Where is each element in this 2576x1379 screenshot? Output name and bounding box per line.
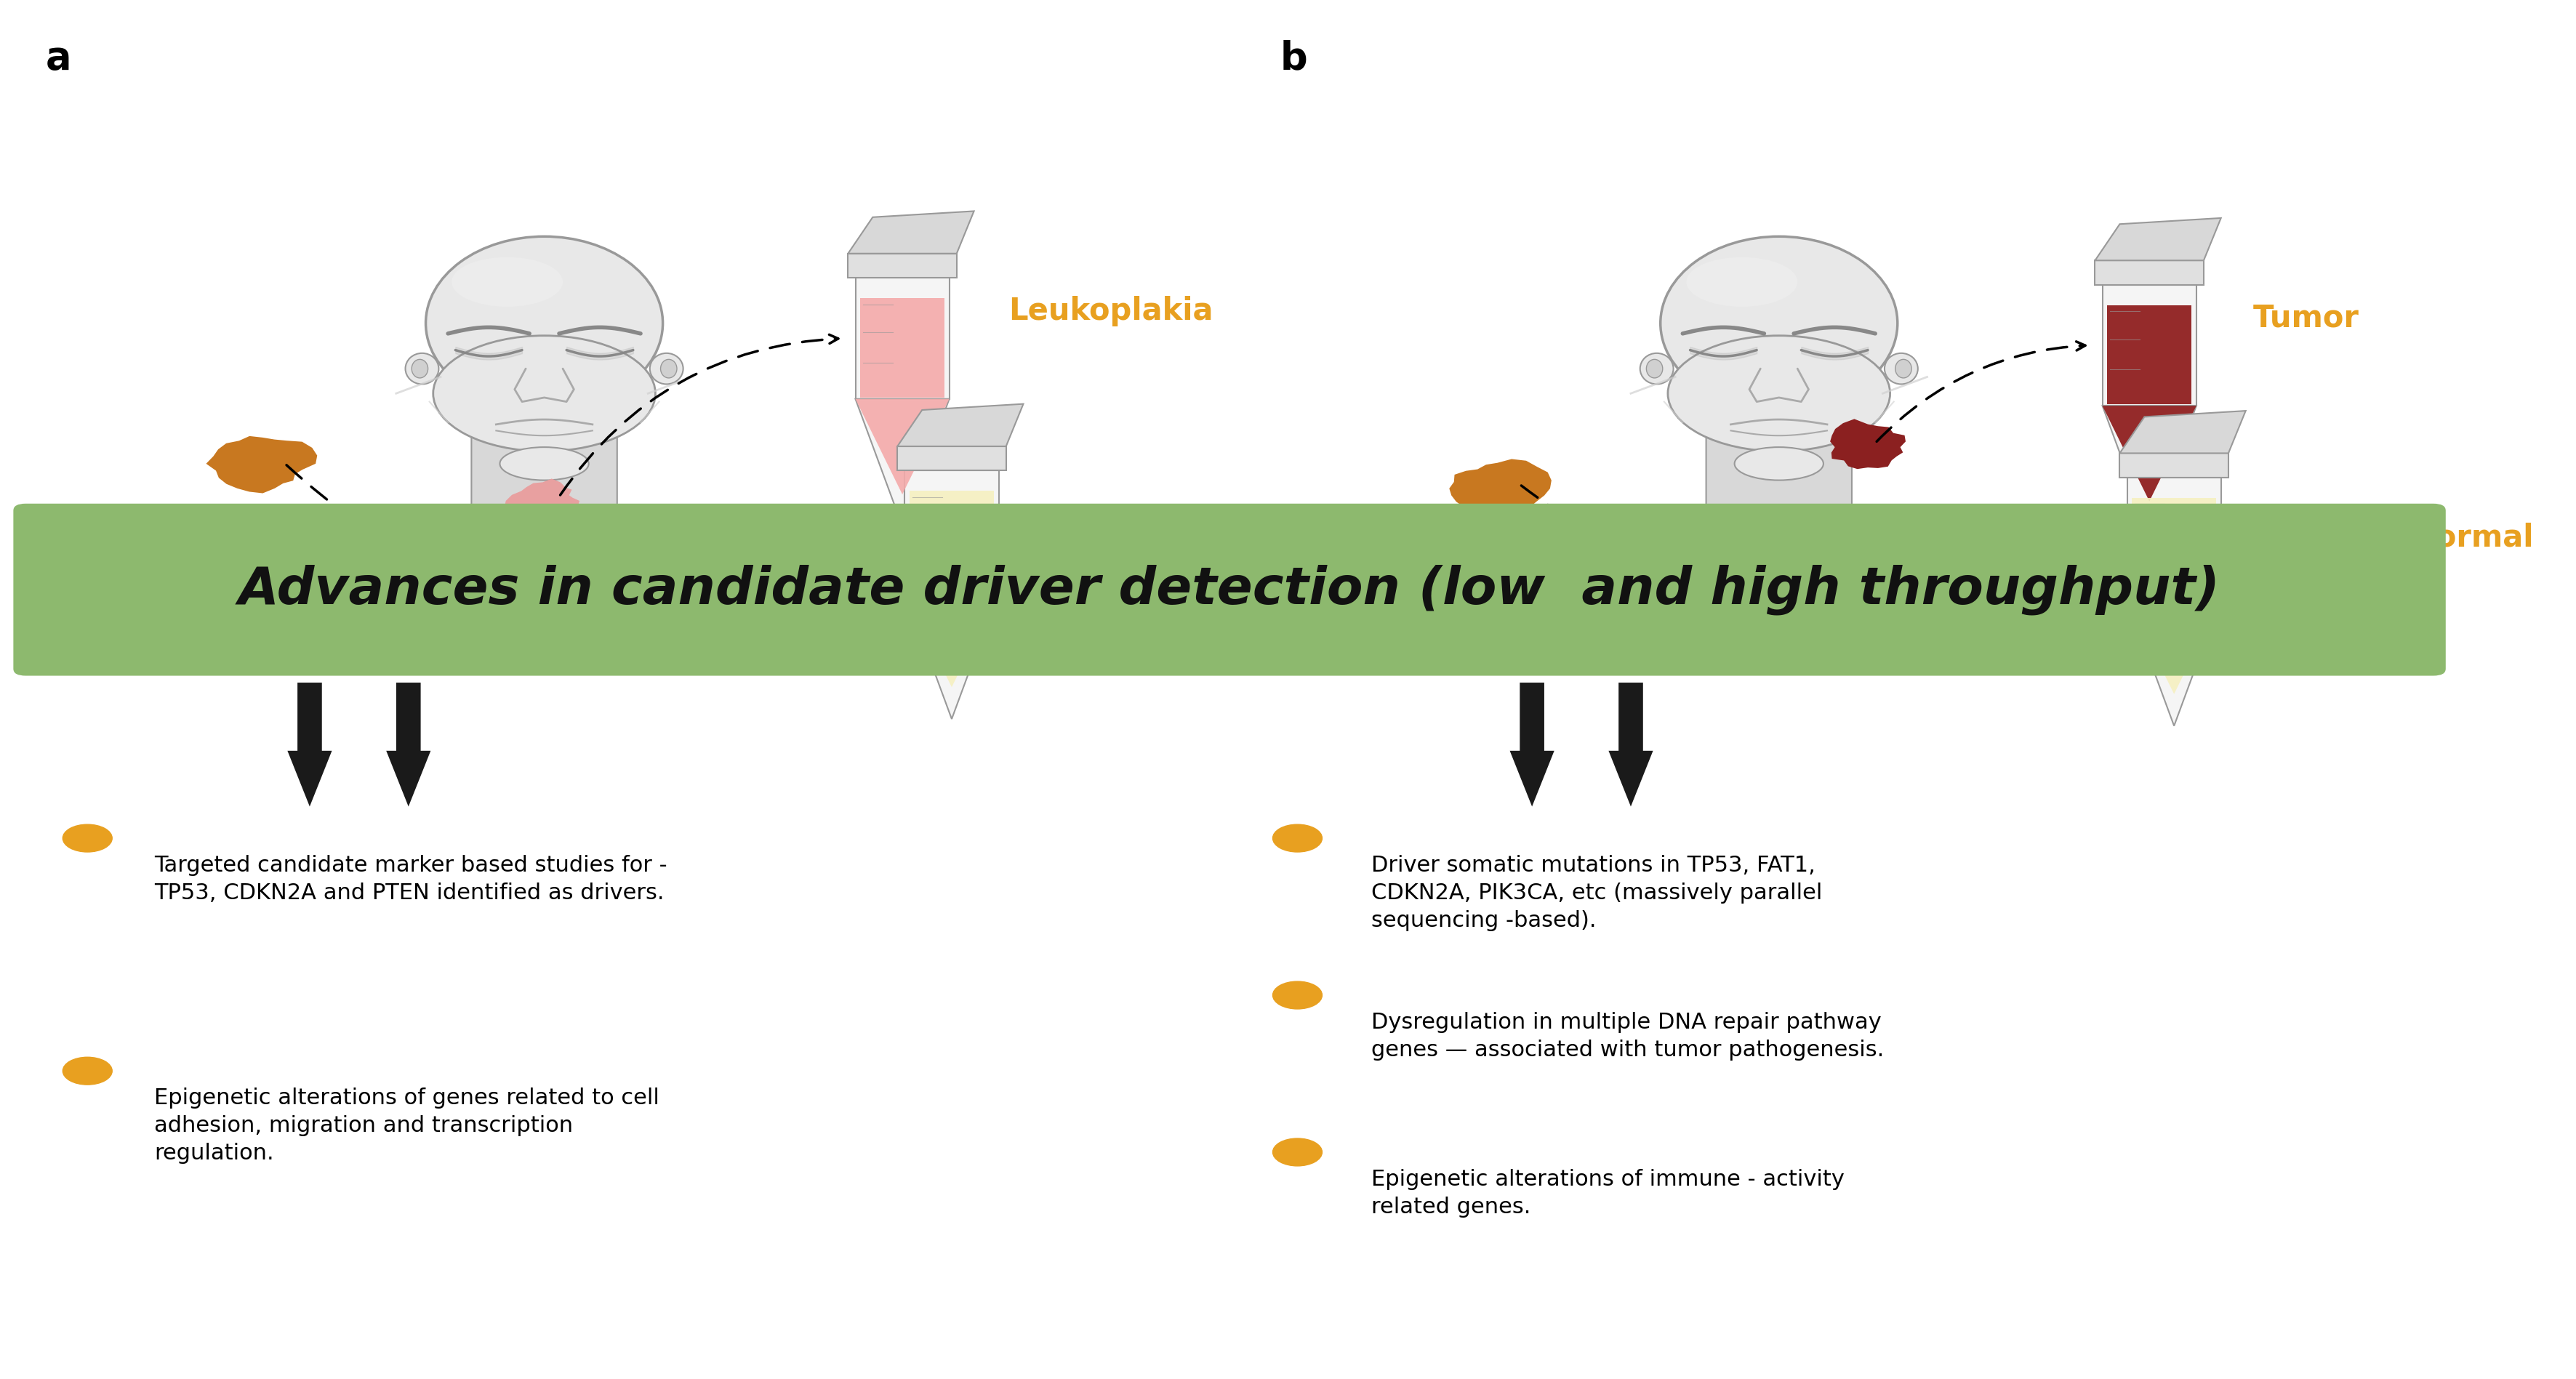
FancyBboxPatch shape [2107,305,2192,404]
Ellipse shape [425,236,662,410]
Text: a: a [46,40,72,77]
Polygon shape [289,683,332,807]
Polygon shape [1607,683,1654,807]
Ellipse shape [412,360,428,378]
Polygon shape [2128,598,2221,725]
Polygon shape [848,211,974,254]
Polygon shape [2120,411,2246,454]
Polygon shape [386,683,430,807]
Polygon shape [904,592,999,718]
Text: Advances in candidate driver detection (low  and high throughput): Advances in candidate driver detection (… [240,564,2221,615]
FancyBboxPatch shape [2102,284,2197,405]
FancyBboxPatch shape [2133,498,2215,597]
Circle shape [1273,1139,1321,1165]
Text: Epigenetic alterations of genes related to cell
adhesion, migration and transcri: Epigenetic alterations of genes related … [155,1088,659,1164]
Text: Adjacent normal: Adjacent normal [1010,516,1288,546]
Circle shape [1273,982,1321,1009]
Polygon shape [855,399,948,527]
Text: b: b [1280,40,1309,77]
Polygon shape [904,592,999,687]
Ellipse shape [1896,360,1911,378]
FancyBboxPatch shape [2094,261,2202,284]
Ellipse shape [451,256,562,306]
FancyBboxPatch shape [855,277,948,399]
FancyBboxPatch shape [909,491,994,590]
FancyBboxPatch shape [904,470,999,592]
FancyBboxPatch shape [13,503,2445,676]
Polygon shape [1450,459,1551,519]
Text: Tumor: Tumor [2254,302,2360,332]
Text: Targeted candidate marker based studies for -
TP53, CDKN2A and PTEN identified a: Targeted candidate marker based studies … [155,855,667,903]
Circle shape [62,825,113,852]
Circle shape [62,1058,113,1085]
FancyBboxPatch shape [848,254,956,277]
FancyBboxPatch shape [1705,408,1852,527]
Polygon shape [1409,505,2148,600]
Ellipse shape [1667,335,1891,451]
Ellipse shape [433,335,654,451]
Ellipse shape [1662,236,1899,410]
Text: Driver somatic mutations in TP53, FAT1,
CDKN2A, PIK3CA, etc (massively parallel
: Driver somatic mutations in TP53, FAT1, … [1370,855,1824,931]
Ellipse shape [1734,447,1824,480]
Polygon shape [206,436,317,494]
Ellipse shape [649,353,683,385]
Text: Leukoplakia: Leukoplakia [1010,295,1213,325]
FancyBboxPatch shape [860,298,945,397]
Ellipse shape [500,447,590,480]
Text: Epigenetic alterations of immune - activity
related genes.: Epigenetic alterations of immune - activ… [1370,1168,1844,1218]
FancyBboxPatch shape [471,408,618,527]
Polygon shape [173,505,914,600]
Circle shape [1273,825,1321,852]
Ellipse shape [404,353,438,385]
Text: Dysregulation in multiple DNA repair pathway
genes — associated with tumor patho: Dysregulation in multiple DNA repair pat… [1370,1012,1883,1060]
Polygon shape [2094,218,2221,261]
Text: Adjacent normal: Adjacent normal [2254,523,2532,553]
Polygon shape [2102,405,2197,502]
Ellipse shape [1687,256,1798,306]
FancyBboxPatch shape [2120,454,2228,477]
Polygon shape [505,479,580,516]
Ellipse shape [659,360,677,378]
Polygon shape [1510,683,1553,807]
Ellipse shape [1646,360,1662,378]
FancyBboxPatch shape [2128,477,2221,598]
Ellipse shape [1641,353,1674,385]
Polygon shape [855,399,948,495]
Polygon shape [2128,598,2221,694]
FancyBboxPatch shape [896,447,1007,470]
Polygon shape [2102,405,2197,534]
Polygon shape [1829,419,1906,469]
Polygon shape [896,404,1023,447]
Ellipse shape [1886,353,1919,385]
